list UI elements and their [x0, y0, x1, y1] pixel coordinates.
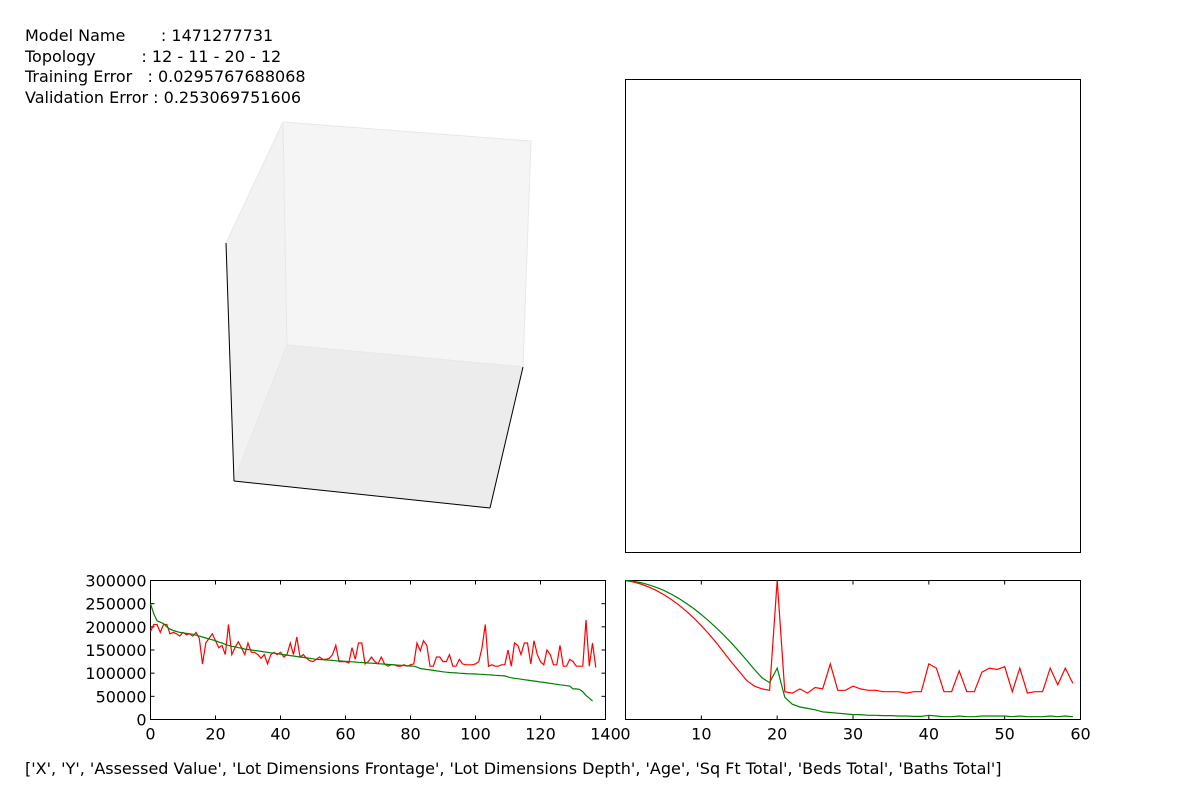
axes-3d — [225, 121, 532, 509]
pane-floor — [233, 344, 524, 509]
price-chart-y-tick-label: 250000 — [85, 595, 146, 614]
empty-axes-frame — [625, 79, 1081, 553]
error-chart-x-tick-label: 50 — [994, 725, 1014, 744]
price-chart-y-tick-label: 50000 — [96, 687, 147, 706]
price-chart-x-tick-label: 120 — [525, 725, 556, 744]
error-chart-x-tick-label: 30 — [843, 725, 863, 744]
price-chart-series-1-line — [149, 619, 597, 668]
model-name-text: Model Name : 1471277731 — [25, 26, 274, 45]
price-chart-x-tick-label: 20 — [205, 725, 225, 744]
price-chart-series-2-line — [149, 603, 593, 702]
validation-error-text: Validation Error : 0.253069751606 — [25, 87, 302, 107]
error-chart-frame — [625, 580, 1081, 720]
model-info: Model Name : 1471277731 Topology : 12 - … — [25, 26, 306, 108]
feature-list-text: ['X', 'Y', 'Assessed Value', 'Lot Dimens… — [25, 759, 1002, 778]
error-chart-x-tick-label: 60 — [1070, 725, 1090, 744]
price-chart-y-tick-label: 100000 — [85, 664, 146, 683]
error-chart: 0 10 20 30 40 50 60 — [620, 579, 1091, 744]
error-chart-x-tick-label: 20 — [767, 725, 787, 744]
price-chart-frame — [150, 580, 606, 720]
price-chart-x-tick-label: 80 — [400, 725, 420, 744]
topology-text: Topology : 12 - 11 - 20 - 12 — [25, 46, 282, 66]
price-chart: 0 20 40 60 80 100 120 140 0 50000 100000 150000 2000… — [85, 572, 620, 744]
error-chart-x-tick-label: 40 — [919, 725, 939, 744]
axis-edge-right — [489, 366, 524, 509]
price-chart-x-tick-label: 60 — [335, 725, 355, 744]
axis-edge-vertical — [225, 242, 235, 482]
axis-edge-front — [233, 480, 491, 509]
error-chart-x-tick-label: 0 — [620, 725, 630, 744]
price-chart-y-tick-label: 150000 — [85, 641, 146, 660]
price-chart-y-tick-label: 0 — [136, 711, 146, 730]
training-error-text: Training Error : 0.0295767688068 — [25, 67, 306, 86]
price-chart-x-tick-label: 40 — [270, 725, 290, 744]
price-chart-x-tick-label: 0 — [145, 725, 155, 744]
price-chart-y-tick-label: 200000 — [85, 618, 146, 637]
error-chart-series-1-line — [625, 579, 1074, 694]
pane-back-right — [282, 121, 532, 368]
price-chart-y-tick-label: 300000 — [85, 572, 146, 591]
error-chart-series-2-line — [625, 579, 1073, 718]
price-chart-x-tick-label: 140 — [590, 725, 621, 744]
price-chart-x-tick-label: 100 — [460, 725, 491, 744]
error-chart-x-tick-label: 10 — [691, 725, 711, 744]
